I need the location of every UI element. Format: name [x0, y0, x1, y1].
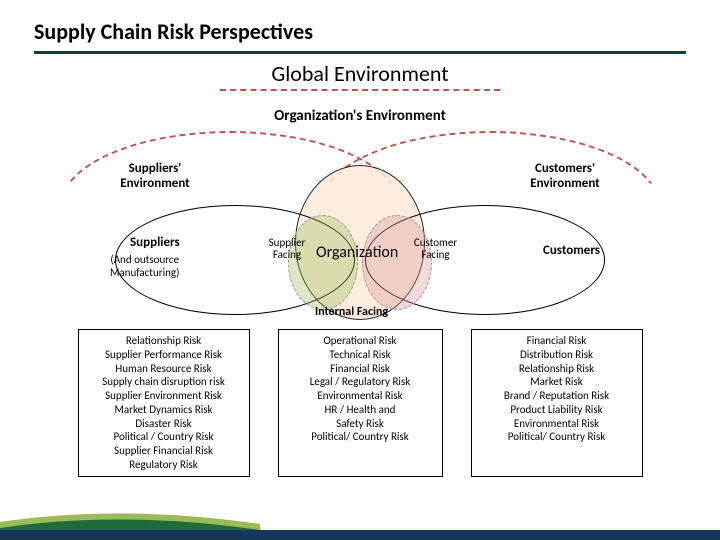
risk-item: Relationship Risk	[85, 334, 243, 348]
risk-item: Regulatory Risk	[85, 458, 243, 472]
risk-item: Financial Risk	[285, 362, 436, 376]
global-environment-label: Global Environment	[220, 60, 500, 91]
risk-item: HR / Health and	[285, 403, 436, 417]
risk-item: Disaster Risk	[85, 417, 243, 431]
risk-item: Relationship Risk	[478, 362, 636, 376]
customer-facing-label: Customer Facing	[408, 237, 463, 261]
risk-item: Product Liability Risk	[478, 403, 636, 417]
suppliers-env-label: Suppliers' Environment	[95, 161, 215, 191]
customer-facing-lens	[362, 215, 432, 310]
risk-item: Supplier Environment Risk	[85, 389, 243, 403]
risk-item: Safety Risk	[285, 417, 436, 431]
organization-environment-label: Organization's Environment	[0, 107, 720, 125]
risk-item: Market Dynamics Risk	[85, 403, 243, 417]
supplier-facing-label: Supplier Facing	[262, 237, 312, 261]
risk-item: Market Risk	[478, 375, 636, 389]
risk-item: Political / Country Risk	[85, 430, 243, 444]
risk-item: Environmental Risk	[478, 417, 636, 431]
footer-logo-text: Supply-Chain Council	[599, 515, 702, 528]
page-title: Supply Chain Risk Perspectives	[0, 0, 720, 51]
footer: SCC Supply-Chain Council	[0, 502, 720, 540]
internal-risk-box: Operational RiskTechnical RiskFinancial …	[278, 329, 443, 477]
internal-facing-label: Internal Facing	[315, 305, 388, 319]
organization-label: Organization	[316, 243, 398, 262]
risk-item: Supplier Financial Risk	[85, 444, 243, 458]
supplier-facing-lens	[288, 215, 358, 310]
customer-risk-box: Financial RiskDistribution RiskRelations…	[471, 329, 643, 477]
suppliers-sublabel: (And outsource Manufacturing)	[110, 253, 179, 279]
risk-item: Political/ Country Risk	[478, 430, 636, 444]
risk-item: Human Resource Risk	[85, 362, 243, 376]
risk-item: Political/ Country Risk	[285, 430, 436, 444]
risk-item: Brand / Reputation Risk	[478, 389, 636, 403]
footer-logo: SCC Supply-Chain Council	[567, 512, 702, 530]
risk-columns: Relationship RiskSupplier Performance Ri…	[0, 329, 720, 477]
risk-item: Operational Risk	[285, 334, 436, 348]
risk-item: Financial Risk	[478, 334, 636, 348]
suppliers-label: Suppliers	[130, 235, 180, 250]
risk-item: Environmental Risk	[285, 389, 436, 403]
customers-env-label: Customers' Environment	[505, 161, 625, 191]
risk-item: Supply chain disruption risk	[85, 375, 243, 389]
risk-item: Legal / Regulatory Risk	[285, 375, 436, 389]
title-underline	[34, 51, 686, 54]
risk-item: Technical Risk	[285, 348, 436, 362]
supplier-risk-box: Relationship RiskSupplier Performance Ri…	[78, 329, 250, 477]
venn-diagram: Suppliers' Environment Customers' Enviro…	[0, 125, 720, 335]
customers-label: Customers	[543, 243, 600, 258]
risk-item: Supplier Performance Risk	[85, 348, 243, 362]
footer-logo-abbrev: SCC	[567, 512, 593, 530]
risk-item: Distribution Risk	[478, 348, 636, 362]
